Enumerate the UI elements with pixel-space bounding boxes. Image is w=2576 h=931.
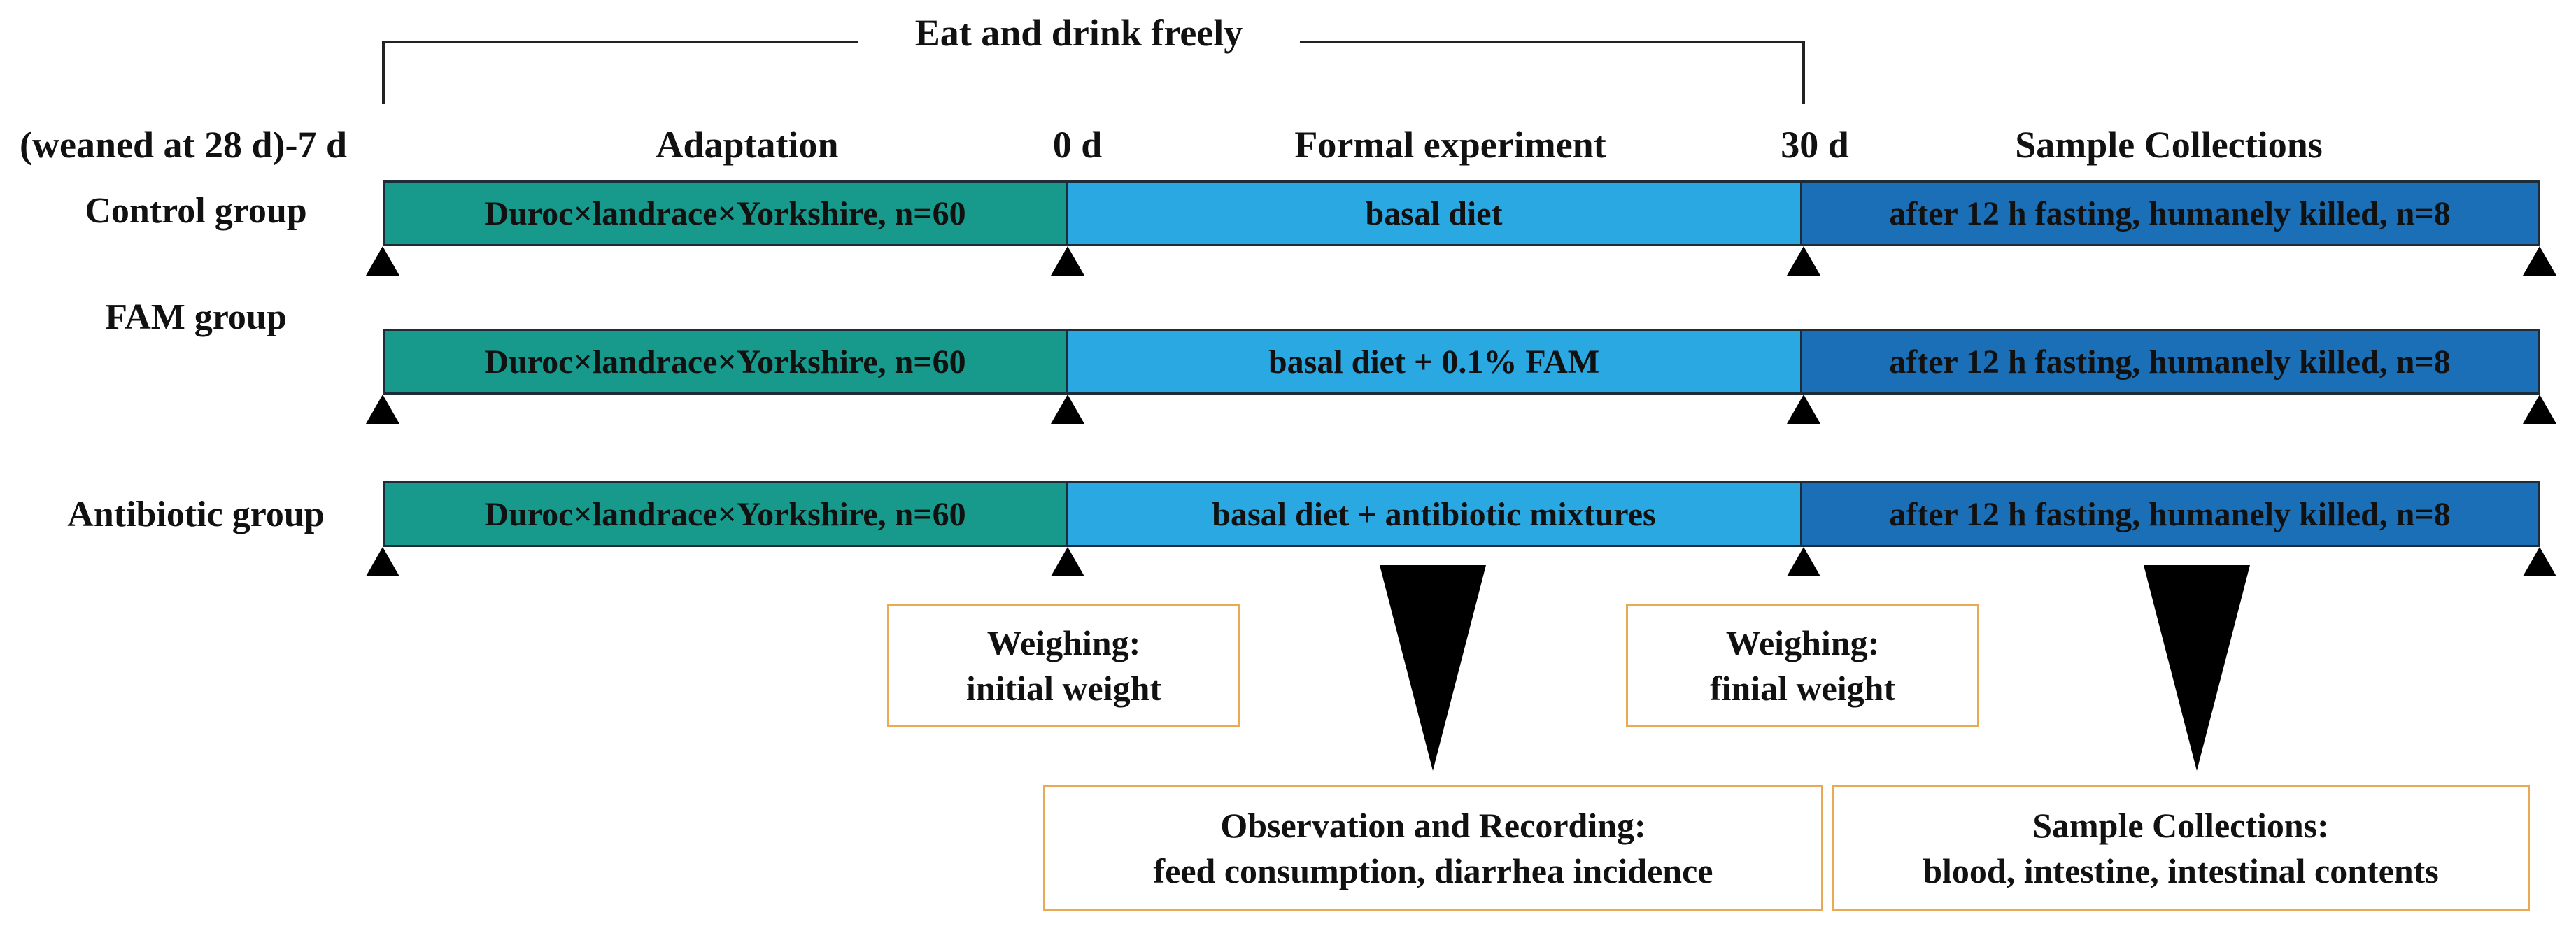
day-0-label: 0 d	[1052, 124, 1103, 166]
note-detail: finial weight	[1709, 669, 1896, 708]
diet-segment: basal diet + 0.1% FAM	[1068, 331, 1802, 392]
phase-formal-label: Formal experiment	[1294, 124, 1606, 166]
note-detail: initial weight	[965, 669, 1162, 708]
group-timeline-bar: Duroc×landrace×Yorkshire, n=60 basal die…	[383, 481, 2540, 547]
observation-box: Observation and Recording: feed consumpt…	[1043, 785, 1823, 911]
tick-marker	[366, 246, 399, 276]
group-timeline-bar: Duroc×landrace×Yorkshire, n=60 basal die…	[383, 329, 2540, 395]
observation-pointer-icon	[1380, 565, 1486, 771]
diet-segment: basal diet	[1068, 183, 1802, 244]
bracket-left-post	[382, 41, 385, 104]
bracket-right-line	[1300, 41, 1805, 43]
tick-marker	[2523, 246, 2556, 276]
note-title: Sample Collections:	[2032, 805, 2329, 845]
adaptation-segment: Duroc×landrace×Yorkshire, n=60	[385, 331, 1068, 392]
sampling-segment: after 12 h fasting, humanely killed, n=8	[1802, 183, 2538, 244]
note-title: Observation and Recording:	[1220, 805, 1646, 845]
tick-marker	[2523, 547, 2556, 576]
bracket-label: Eat and drink freely	[914, 12, 1243, 54]
timeline-start-label: (weaned at 28 d)-7 d	[20, 124, 347, 166]
phase-sample-label: Sample Collections	[2015, 124, 2323, 166]
bracket-right-post	[1802, 41, 1805, 104]
tick-marker	[1787, 547, 1820, 576]
group-label: FAM group	[105, 297, 287, 337]
tick-marker	[366, 395, 399, 424]
sampling-pointer-icon	[2144, 565, 2250, 771]
tick-marker	[366, 547, 399, 576]
group-timeline-bar: Duroc×landrace×Yorkshire, n=60 basal die…	[383, 180, 2540, 246]
sampling-segment: after 12 h fasting, humanely killed, n=8	[1802, 483, 2538, 545]
bracket-left-line	[382, 41, 858, 43]
adaptation-segment: Duroc×landrace×Yorkshire, n=60	[385, 183, 1068, 244]
phase-adaptation-label: Adaptation	[656, 124, 839, 166]
tick-marker	[1051, 547, 1084, 576]
day-30-label: 30 d	[1781, 124, 1849, 166]
tick-marker	[2523, 395, 2556, 424]
sampling-segment: after 12 h fasting, humanely killed, n=8	[1802, 331, 2538, 392]
group-label: Antibiotic group	[67, 494, 325, 534]
note-title: Weighing:	[1725, 623, 1880, 662]
note-detail: blood, intestine, intestinal contents	[1923, 851, 2439, 890]
initial-weighing-box: Weighing: initial weight	[887, 604, 1240, 727]
tick-marker	[1051, 395, 1084, 424]
tick-marker	[1051, 246, 1084, 276]
adaptation-segment: Duroc×landrace×Yorkshire, n=60	[385, 483, 1068, 545]
group-label: Control group	[85, 190, 307, 231]
note-detail: feed consumption, diarrhea incidence	[1153, 851, 1713, 890]
diet-segment: basal diet + antibiotic mixtures	[1068, 483, 1802, 545]
note-title: Weighing:	[986, 623, 1141, 662]
final-weighing-box: Weighing: finial weight	[1626, 604, 1979, 727]
tick-marker	[1787, 246, 1820, 276]
sample-collection-box: Sample Collections: blood, intestine, in…	[1832, 785, 2530, 911]
tick-marker	[1787, 395, 1820, 424]
